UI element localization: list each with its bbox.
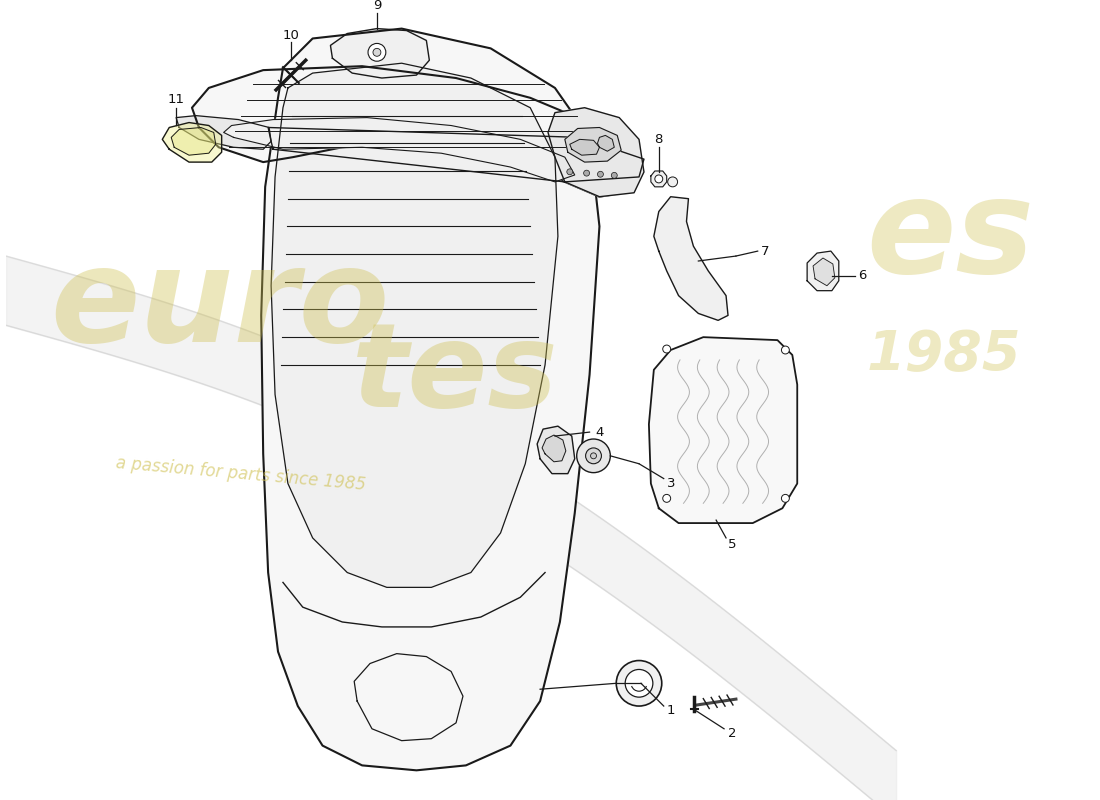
Circle shape [662, 345, 671, 353]
Circle shape [585, 448, 602, 464]
Polygon shape [330, 29, 429, 78]
Polygon shape [176, 116, 271, 150]
Polygon shape [597, 135, 614, 151]
Polygon shape [537, 426, 574, 474]
Text: es: es [867, 173, 1035, 300]
Text: 5: 5 [728, 538, 736, 551]
Circle shape [576, 439, 610, 473]
Circle shape [612, 172, 617, 178]
Circle shape [368, 43, 386, 62]
Text: 7: 7 [761, 245, 770, 258]
Polygon shape [570, 139, 600, 155]
Polygon shape [223, 118, 574, 182]
Circle shape [591, 453, 596, 458]
Polygon shape [261, 29, 600, 770]
Circle shape [625, 670, 653, 697]
Text: 8: 8 [654, 133, 663, 146]
Polygon shape [548, 108, 643, 197]
Circle shape [566, 169, 573, 174]
Text: 1: 1 [667, 705, 675, 718]
Text: a passion for parts since 1985: a passion for parts since 1985 [114, 454, 366, 494]
Text: 1985: 1985 [867, 328, 1021, 382]
Polygon shape [653, 197, 728, 320]
Circle shape [373, 48, 381, 56]
Circle shape [616, 661, 662, 706]
Text: tes: tes [352, 318, 559, 432]
Polygon shape [649, 337, 798, 523]
Polygon shape [651, 171, 667, 187]
Circle shape [662, 494, 671, 502]
Circle shape [654, 175, 662, 183]
Polygon shape [172, 127, 216, 155]
Polygon shape [354, 654, 463, 741]
Polygon shape [542, 435, 565, 462]
Circle shape [781, 494, 790, 502]
Circle shape [781, 346, 790, 354]
Polygon shape [564, 127, 622, 162]
Polygon shape [163, 122, 222, 162]
Polygon shape [813, 258, 835, 286]
Text: 4: 4 [595, 426, 604, 438]
Polygon shape [271, 63, 558, 587]
Circle shape [597, 171, 604, 178]
Circle shape [668, 177, 678, 187]
Polygon shape [807, 251, 839, 290]
Text: euro: euro [51, 242, 389, 369]
Text: 9: 9 [373, 0, 381, 12]
Text: 6: 6 [858, 270, 867, 282]
Text: 10: 10 [283, 29, 299, 42]
Text: 11: 11 [167, 94, 185, 106]
Polygon shape [192, 66, 639, 197]
Text: 2: 2 [728, 727, 736, 740]
Polygon shape [268, 127, 644, 182]
Text: 3: 3 [668, 477, 675, 490]
Circle shape [584, 170, 590, 176]
